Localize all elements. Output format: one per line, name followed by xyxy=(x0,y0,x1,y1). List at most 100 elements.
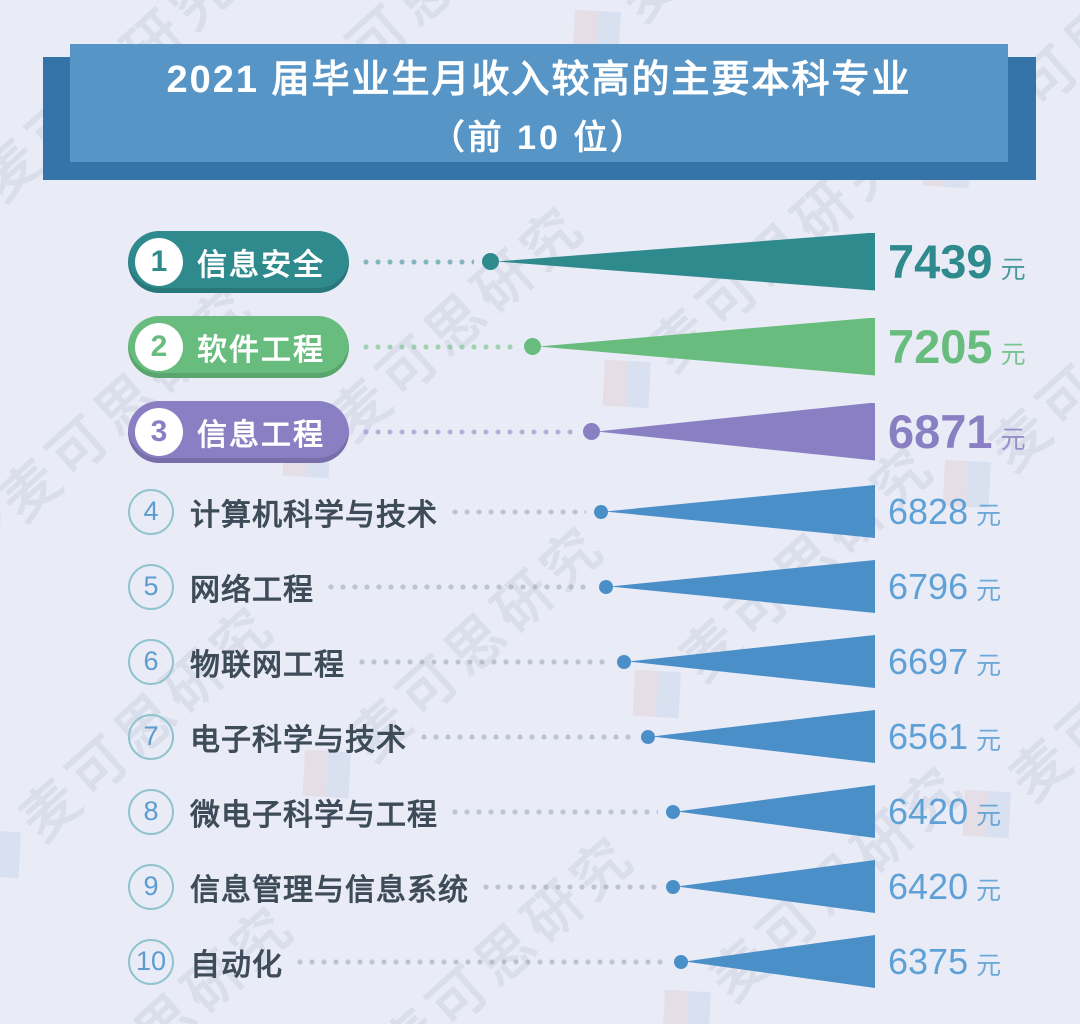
wedge-apex-dot xyxy=(641,729,655,744)
value-wedge xyxy=(496,232,875,291)
value-wedge xyxy=(685,935,875,988)
value-unit: 元 xyxy=(1000,256,1026,284)
value-number: 6871 xyxy=(888,405,993,458)
wedge-apex-dot xyxy=(617,654,631,669)
wedge-apex-dot xyxy=(674,954,688,969)
value-unit: 元 xyxy=(976,726,1002,755)
chart-row: 3 信息工程 6871 元 xyxy=(128,389,1080,474)
value-wedge xyxy=(610,560,875,613)
title-box: 2021 届毕业生月收入较高的主要本科专业 （前 10 位） xyxy=(70,44,1008,162)
rank-badge: 1 信息安全 xyxy=(128,230,349,293)
chart-row: 8 微电子科学与工程 6420 元 xyxy=(128,774,1080,849)
value-unit: 元 xyxy=(976,501,1002,530)
wedge-apex-dot xyxy=(599,579,613,594)
wedge-apex-dot xyxy=(666,804,680,819)
value-wedge xyxy=(597,402,875,461)
value-number: 6420 xyxy=(888,865,969,907)
value-wedge xyxy=(628,635,875,688)
value-unit: 元 xyxy=(1000,426,1026,454)
major-label: 网络工程 xyxy=(190,573,314,607)
rank-badge: 7 电子科学与技术 xyxy=(128,713,407,760)
wedge-apex-dot xyxy=(583,423,600,440)
value-text: 6796 元 xyxy=(875,566,1080,608)
chart-row: 2 软件工程 7205 元 xyxy=(128,304,1080,389)
chart-row: 5 网络工程 6796 元 xyxy=(128,549,1080,624)
rank-badge-number: 2 xyxy=(135,322,183,371)
rank-badge: 6 物联网工程 xyxy=(128,638,345,685)
wedge-apex-dot xyxy=(666,879,680,894)
rank-badge: 9 信息管理与信息系统 xyxy=(128,863,469,910)
ranking-list: 1 信息安全 7439 元 2 软件工程 7205 元 3 信息工程 6871 xyxy=(128,219,1080,999)
value-wedge xyxy=(538,317,875,376)
value-number: 6796 xyxy=(888,565,969,607)
value-text: 6828 元 xyxy=(875,491,1080,533)
rank-badge: 5 网络工程 xyxy=(128,563,314,610)
chart-row: 7 电子科学与技术 6561 元 xyxy=(128,699,1080,774)
value-number: 7439 xyxy=(888,235,993,288)
leader-dotted-line xyxy=(452,808,658,815)
chart-row: 1 信息安全 7439 元 xyxy=(128,219,1080,304)
rank-badge: 2 软件工程 xyxy=(128,315,349,378)
chart-row: 9 信息管理与信息系统 6420 元 xyxy=(128,849,1080,924)
value-text: 7439 元 xyxy=(875,234,1080,289)
major-label: 信息管理与信息系统 xyxy=(190,873,469,907)
value-number: 6828 xyxy=(888,490,969,532)
rank-badge: 4 计算机科学与技术 xyxy=(128,488,438,535)
chart-row: 10 自动化 6375 元 xyxy=(128,924,1080,999)
rank-badge-number: 5 xyxy=(128,563,174,610)
wedge-apex-dot xyxy=(482,253,499,270)
rank-badge: 8 微电子科学与工程 xyxy=(128,788,438,835)
value-number: 6697 xyxy=(888,640,969,682)
value-number: 6561 xyxy=(888,715,969,757)
value-unit: 元 xyxy=(976,876,1002,905)
major-label: 自动化 xyxy=(190,948,283,982)
leader-dotted-line xyxy=(483,883,658,890)
value-text: 6420 元 xyxy=(875,791,1080,833)
value-number: 6420 xyxy=(888,790,969,832)
major-label: 软件工程 xyxy=(197,333,325,367)
leader-dotted-line xyxy=(363,343,516,350)
value-wedge xyxy=(677,785,875,838)
leader-dotted-line xyxy=(421,733,633,740)
rank-badge-number: 4 xyxy=(128,488,174,535)
major-label: 物联网工程 xyxy=(190,648,345,682)
value-text: 6420 元 xyxy=(875,866,1080,908)
major-label: 信息工程 xyxy=(197,418,325,452)
major-label: 信息安全 xyxy=(197,248,325,282)
value-text: 6697 元 xyxy=(875,641,1080,683)
value-wedge xyxy=(677,860,875,913)
value-number: 6375 xyxy=(888,940,969,982)
leader-dotted-line xyxy=(297,958,666,965)
value-unit: 元 xyxy=(1000,341,1026,369)
value-unit: 元 xyxy=(976,651,1002,680)
wedge-apex-dot xyxy=(594,504,608,519)
rank-badge-number: 7 xyxy=(128,713,174,760)
leader-dotted-line xyxy=(363,258,474,265)
rank-badge: 10 自动化 xyxy=(128,938,283,985)
major-label: 计算机科学与技术 xyxy=(190,498,438,532)
value-unit: 元 xyxy=(976,951,1002,980)
rank-badge-number: 3 xyxy=(135,407,183,456)
leader-dotted-line xyxy=(328,583,591,590)
chart-row: 6 物联网工程 6697 元 xyxy=(128,624,1080,699)
value-text: 7205 元 xyxy=(875,319,1080,374)
rank-badge: 3 信息工程 xyxy=(128,400,349,463)
rank-badge-number: 9 xyxy=(128,863,174,910)
wedge-apex-dot xyxy=(524,338,541,355)
rank-badge-number: 10 xyxy=(128,938,174,985)
chart-title: 2021 届毕业生月收入较高的主要本科专业 xyxy=(166,58,912,101)
value-wedge xyxy=(605,485,875,538)
rank-badge-number: 8 xyxy=(128,788,174,835)
value-unit: 元 xyxy=(976,576,1002,605)
rank-badge-number: 1 xyxy=(135,237,183,286)
rank-badge-number: 6 xyxy=(128,638,174,685)
value-text: 6375 元 xyxy=(875,941,1080,983)
major-label: 电子科学与技术 xyxy=(190,723,407,757)
leader-dotted-line xyxy=(452,508,586,515)
major-label: 微电子科学与工程 xyxy=(190,798,438,832)
value-unit: 元 xyxy=(976,801,1002,830)
leader-dotted-line xyxy=(359,658,609,665)
chart-row: 4 计算机科学与技术 6828 元 xyxy=(128,474,1080,549)
value-text: 6871 元 xyxy=(875,404,1080,459)
